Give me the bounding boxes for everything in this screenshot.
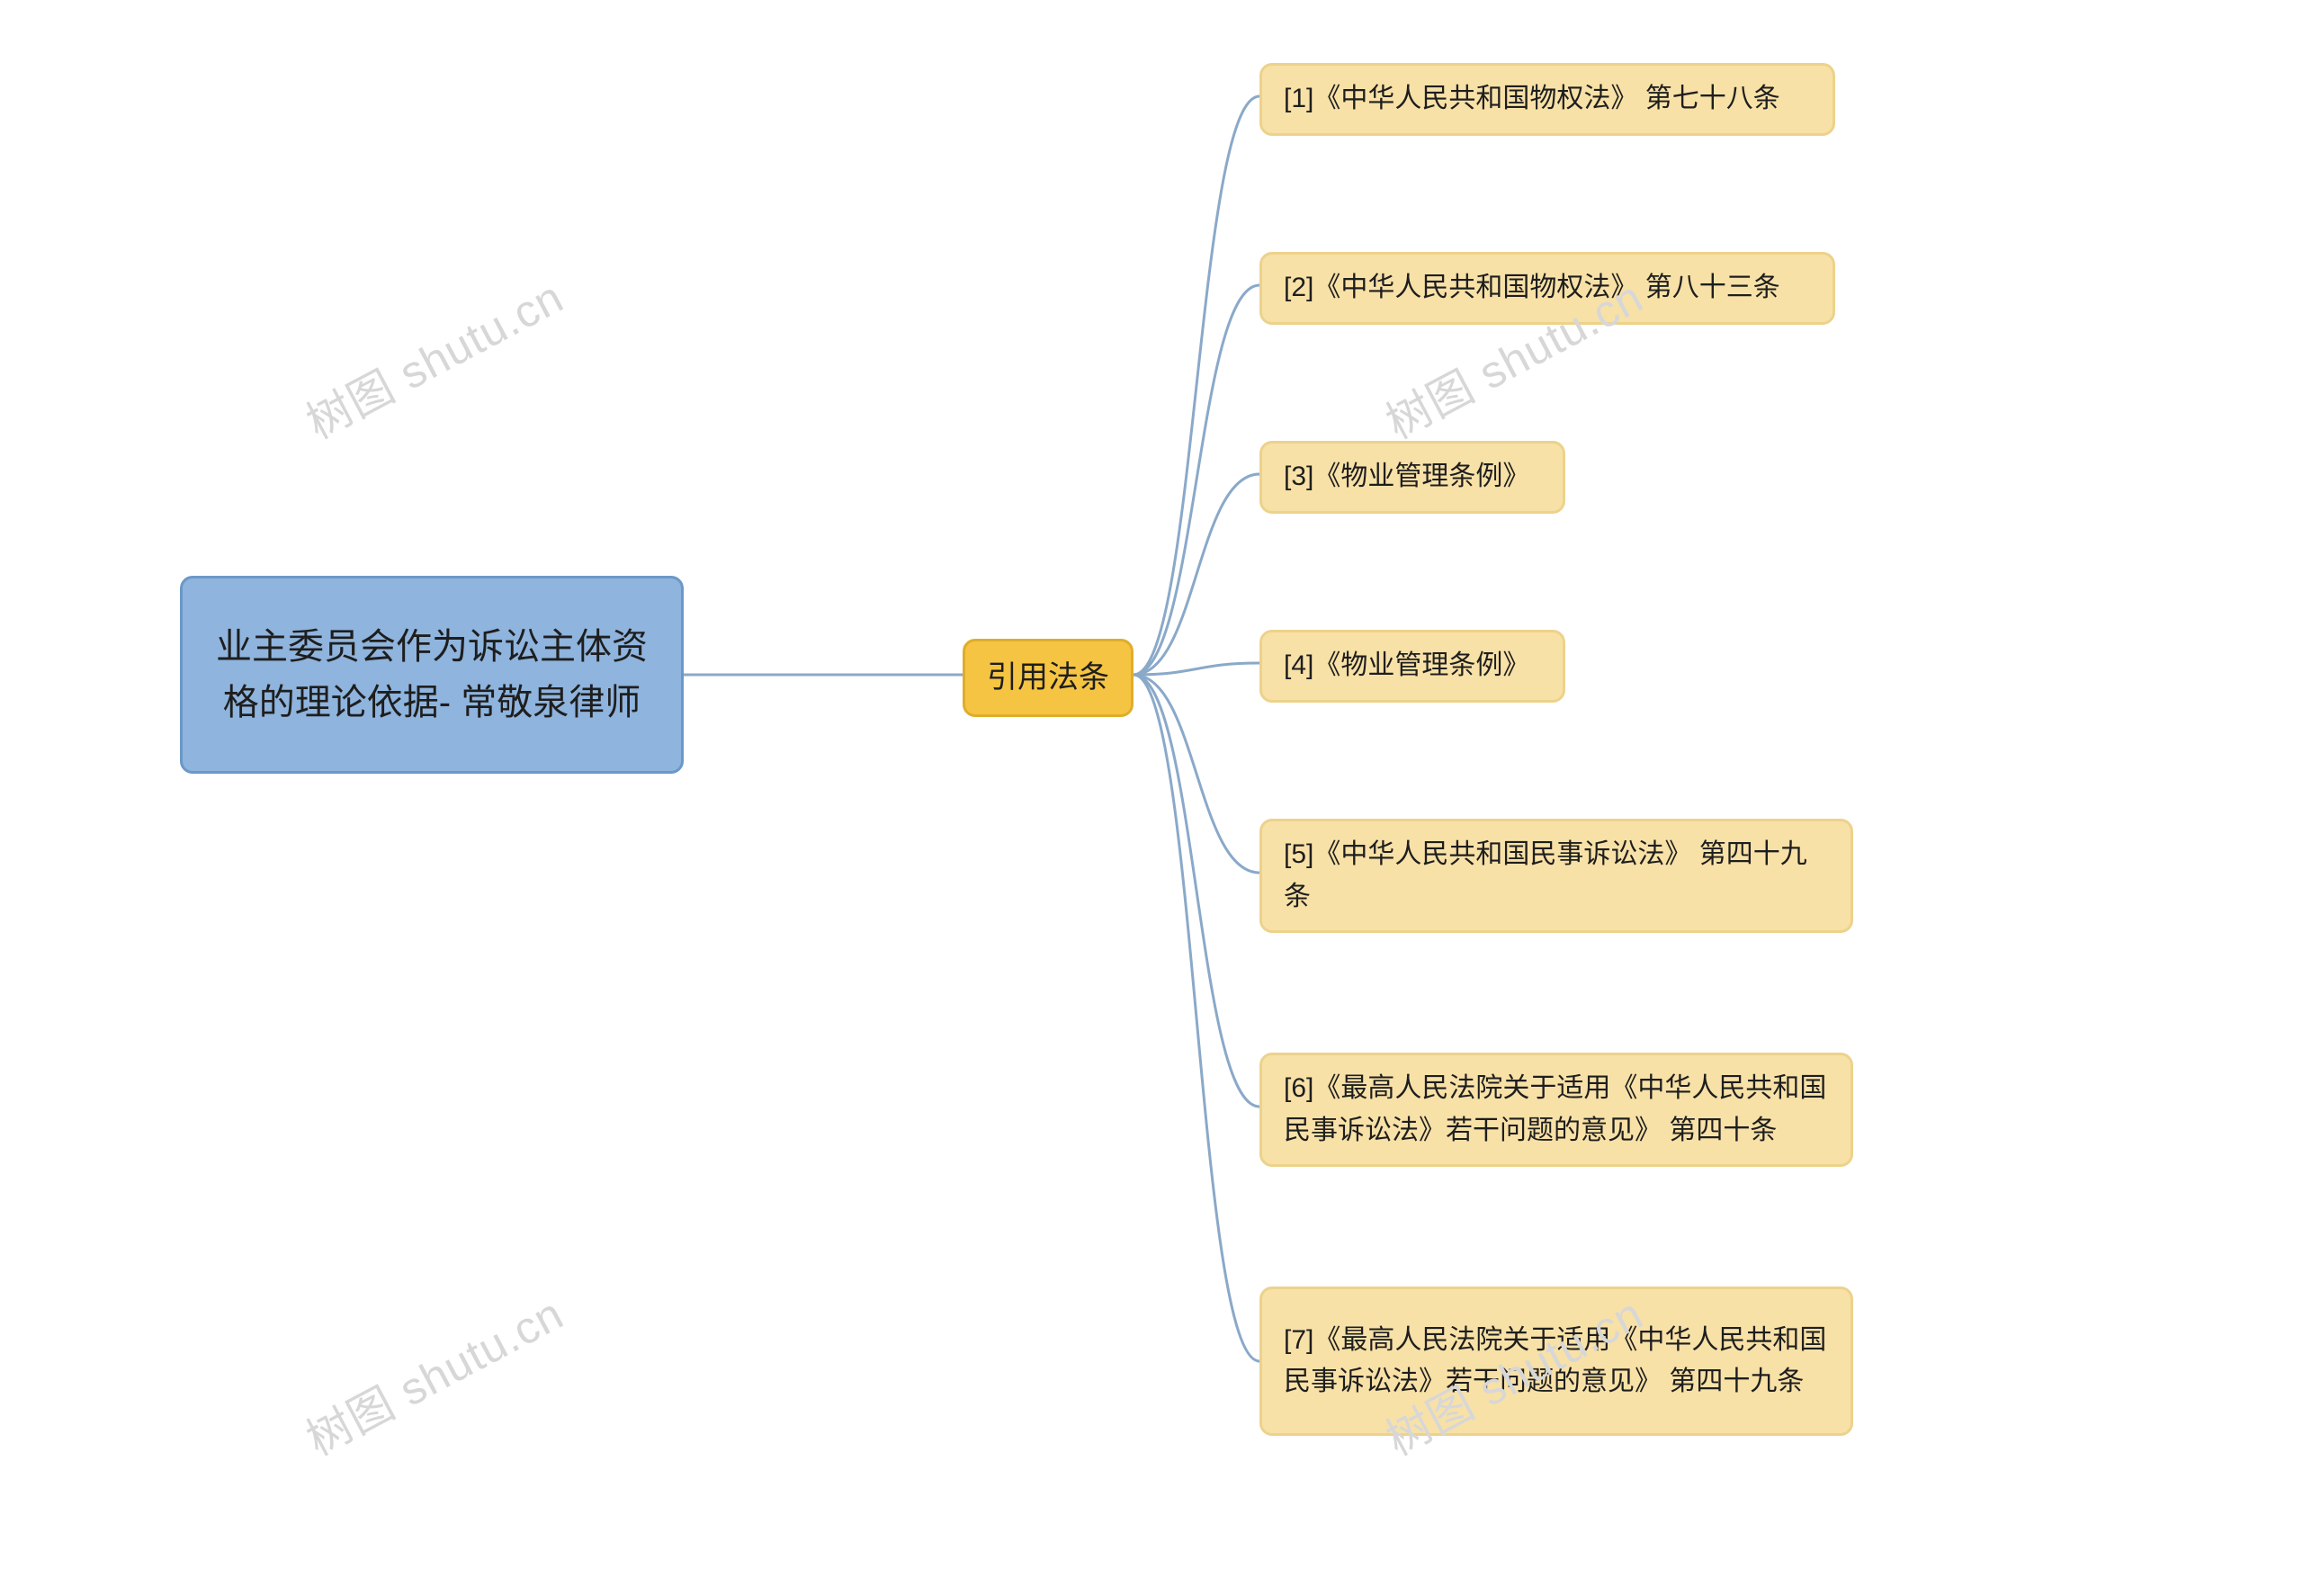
leaf-label: [7]《最高人民法院关于适用《中华人民共和国民事诉讼法》若干问题的意见》 第四十… [1284,1320,1829,1403]
root-label: 业主委员会作为诉讼主体资格的理论依据- 常敬泉律师 [204,619,659,731]
category-label: 引用法条 [987,654,1109,702]
mindmap-canvas: 业主委员会作为诉讼主体资格的理论依据- 常敬泉律师 引用法条 [1]《中华人民共… [0,0,2303,1596]
leaf-label: [1]《中华人民共和国物权法》 第七十八条 [1284,78,1780,121]
leaf-label: [2]《中华人民共和国物权法》 第八十三条 [1284,267,1780,309]
category-node[interactable]: 引用法条 [963,639,1134,717]
leaf-label: [5]《中华人民共和国民事诉讼法》 第四十九条 [1284,834,1829,918]
leaf-label: [6]《最高人民法院关于适用《中华人民共和国民事诉讼法》若干问题的意见》 第四十… [1284,1068,1829,1152]
leaf-node[interactable]: [4]《物业管理条例》 [1259,630,1565,703]
watermark: 树图 shutu.cn [293,1278,573,1468]
leaf-label: [3]《物业管理条例》 [1284,456,1529,498]
leaf-node[interactable]: [7]《最高人民法院关于适用《中华人民共和国民事诉讼法》若干问题的意见》 第四十… [1259,1287,1853,1436]
leaf-node[interactable]: [5]《中华人民共和国民事诉讼法》 第四十九条 [1259,819,1853,933]
leaf-node[interactable]: [1]《中华人民共和国物权法》 第七十八条 [1259,63,1835,136]
leaf-label: [4]《物业管理条例》 [1284,645,1529,687]
leaf-node[interactable]: [6]《最高人民法院关于适用《中华人民共和国民事诉讼法》若干问题的意见》 第四十… [1259,1053,1853,1167]
leaf-node[interactable]: [3]《物业管理条例》 [1259,441,1565,514]
watermark: 树图 shutu.cn [293,262,573,452]
edge-layer [0,0,2303,1596]
leaf-node[interactable]: [2]《中华人民共和国物权法》 第八十三条 [1259,252,1835,325]
root-node[interactable]: 业主委员会作为诉讼主体资格的理论依据- 常敬泉律师 [180,576,684,774]
